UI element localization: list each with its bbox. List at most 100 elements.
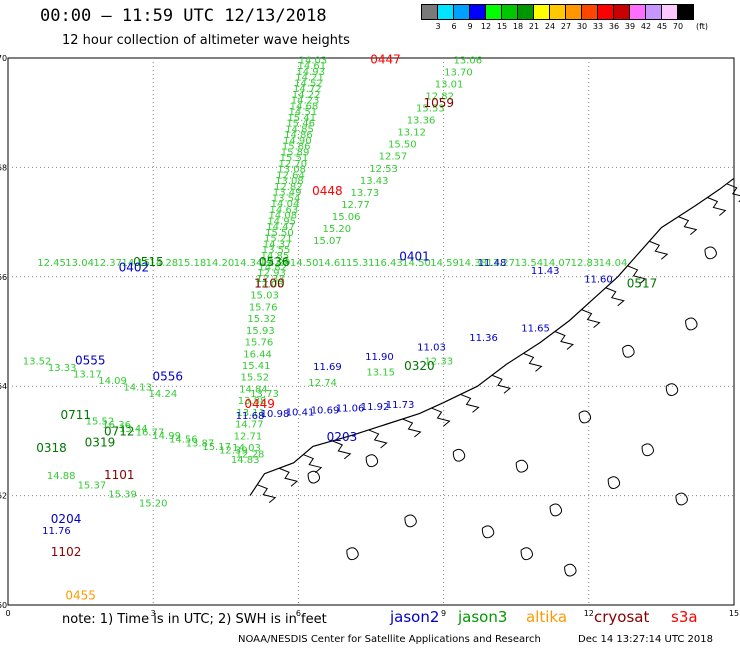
- wave-height-value: 12.74: [308, 378, 337, 389]
- wave-height-value: 13.06: [453, 55, 482, 66]
- fjord-line: [332, 440, 352, 460]
- coast-fragment: [641, 443, 654, 457]
- wave-height-value: 12.33: [256, 274, 285, 285]
- credit-line: NOAA/NESDIS Center for Satellite Applica…: [238, 634, 541, 645]
- wave-height-value: 13.27: [486, 258, 515, 269]
- wave-height-value: 13.55: [262, 245, 291, 256]
- wave-height-value: 11.73: [386, 400, 415, 411]
- wave-height-value: 12.53: [369, 164, 398, 175]
- lat-tick-label: 70: [0, 54, 7, 63]
- wave-height-value: 11.69: [313, 362, 342, 373]
- wave-height-value: 15.93: [246, 326, 275, 337]
- wave-height-value: 13.01: [435, 80, 464, 91]
- wave-height-value: 14.82: [258, 262, 287, 273]
- pass-time-label: 0319: [85, 435, 116, 449]
- wave-height-value: 14.68: [290, 101, 319, 112]
- pass-time-label: 0536: [259, 255, 290, 269]
- wave-height-value: 14.04: [599, 258, 628, 269]
- wave-height-value: 11.48: [478, 258, 507, 269]
- wave-height-value: 14.61: [297, 61, 326, 72]
- wave-height-value: 11.68: [236, 411, 265, 422]
- wave-height-value: 13.87: [186, 438, 215, 449]
- wave-height-value: 14.52: [294, 78, 323, 89]
- coast-fragment: [346, 547, 359, 561]
- coast-fragment: [404, 514, 417, 528]
- wave-height-value: 11.03: [417, 343, 446, 354]
- pass-time-label: 0401: [399, 249, 430, 263]
- pass-time-label: 0555: [75, 353, 106, 367]
- legend-label: 15: [496, 22, 508, 31]
- wave-height-value: 12.77: [341, 200, 370, 211]
- wave-height-value: 14.20: [206, 258, 235, 269]
- pass-time-label: 0203: [327, 430, 358, 444]
- wave-height-value: 14.23: [260, 257, 289, 268]
- coast-fragment: [685, 317, 698, 331]
- coast-fragment: [564, 563, 577, 577]
- wave-height-value: 15.31: [346, 258, 375, 269]
- fjord-line: [431, 407, 451, 427]
- wave-height-value: 12.93: [257, 268, 286, 279]
- wave-height-value: 14.84: [239, 384, 268, 395]
- wave-height-value: 13.15: [366, 367, 395, 378]
- legend-label: 3: [435, 22, 441, 31]
- wave-height-value: 14.63: [270, 205, 299, 216]
- wave-height-value: 15.51: [280, 153, 309, 164]
- fjord-line: [491, 374, 512, 394]
- wave-height-value: 15.06: [332, 212, 361, 223]
- wave-height-value: 14.28: [150, 258, 179, 269]
- wave-height-value: 13.12: [397, 128, 426, 139]
- wave-height-value: 15.18: [178, 258, 207, 269]
- legend-unit: (ft): [695, 22, 709, 31]
- wave-height-value: 13.88: [238, 396, 267, 407]
- wave-height-value: 15.20: [322, 224, 351, 235]
- legend-swatch: [677, 4, 694, 20]
- wave-height-value: 12.82: [425, 92, 454, 103]
- wave-height-value: 13.54: [514, 258, 543, 269]
- pass-time-label: 0556: [152, 370, 183, 384]
- legend-label: 39: [624, 22, 636, 31]
- wave-height-value: 15.76: [249, 302, 278, 313]
- pass-time-label: 0447: [370, 52, 401, 66]
- legend-label: 45: [656, 22, 668, 31]
- legend-label: 9: [467, 22, 473, 31]
- coast-fragment: [549, 503, 563, 517]
- wave-height-value: 14.85: [285, 124, 314, 135]
- fjord-line: [402, 418, 422, 438]
- wave-height-value: 14.04: [271, 199, 300, 210]
- lon-tick-label: 9: [441, 609, 446, 618]
- wave-height-value: 14.47: [266, 222, 295, 233]
- coast-fragment: [607, 476, 621, 489]
- wave-height-value: 13.73: [250, 389, 279, 400]
- fjord-line: [627, 265, 647, 285]
- pass-time-label: 1101: [104, 468, 135, 482]
- fjord-line: [605, 287, 625, 307]
- lon-tick-label: 15: [729, 609, 739, 618]
- coast-fragment: [622, 344, 635, 358]
- fjord-line: [649, 240, 669, 260]
- wave-height-value: 13.08: [275, 176, 304, 187]
- lon-tick-label: 12: [584, 609, 594, 618]
- wave-height-value: 14.72: [293, 84, 322, 95]
- pass-time-label: 0711: [60, 408, 91, 422]
- legend-label: 70: [672, 22, 684, 31]
- wave-height-value: 13.43: [360, 176, 389, 187]
- legend-label: 30: [576, 22, 588, 31]
- wave-height-value: 16.77: [136, 427, 165, 438]
- wave-height-value: 13.11: [236, 408, 265, 419]
- wave-height-value: 15.46: [286, 119, 315, 130]
- wave-height-value: 13.49: [273, 188, 302, 199]
- wave-height-value: 15.07: [313, 236, 342, 247]
- wave-height-value: 11.92: [361, 402, 390, 413]
- wave-height-value: 14.15: [121, 258, 150, 269]
- wave-height-value: 14.07: [543, 258, 572, 269]
- fjord-line: [581, 309, 601, 329]
- coast-fragment: [307, 470, 321, 484]
- pass-time-label: 0517: [627, 277, 658, 291]
- wave-height-value: 11.60: [584, 274, 613, 285]
- lat-tick-label: 68: [0, 163, 7, 172]
- wave-height-value: 14.21: [295, 73, 324, 84]
- fjord-line: [554, 331, 574, 350]
- wave-height-value: 12.83: [571, 258, 600, 269]
- color-legend: [421, 4, 694, 20]
